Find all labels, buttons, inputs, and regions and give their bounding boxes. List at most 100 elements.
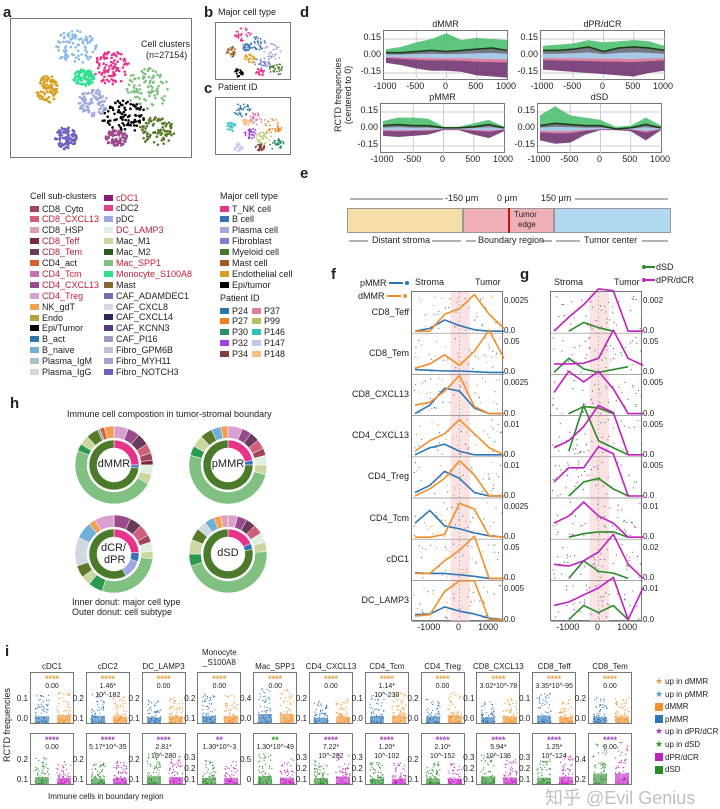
legend-item: Plasma_IgG bbox=[30, 367, 92, 378]
scatter-dot bbox=[624, 528, 626, 531]
scatter-dot bbox=[465, 382, 467, 384]
scatter-dot bbox=[596, 468, 599, 470]
umap-point bbox=[64, 145, 68, 149]
data-point bbox=[68, 703, 70, 705]
x-tick: -500 bbox=[563, 81, 582, 91]
scatter-dot bbox=[588, 337, 590, 339]
umap-point bbox=[84, 82, 87, 86]
umap-point bbox=[89, 75, 92, 78]
data-point bbox=[314, 714, 316, 717]
scatter-dot bbox=[605, 366, 607, 369]
umap-point bbox=[255, 135, 258, 138]
data-point bbox=[117, 706, 120, 708]
series-line-dMMR bbox=[414, 502, 505, 538]
tick-neg-150: -150 μm bbox=[445, 193, 479, 203]
data-point bbox=[102, 764, 104, 766]
umap-point bbox=[127, 119, 130, 122]
data-point bbox=[258, 698, 260, 701]
umap-point bbox=[236, 150, 239, 153]
scatter-dot bbox=[609, 344, 612, 347]
umap-point bbox=[279, 141, 281, 144]
data-point bbox=[35, 769, 38, 771]
data-point bbox=[494, 755, 496, 757]
data-point bbox=[508, 701, 510, 703]
scatter-dot bbox=[601, 565, 603, 567]
scatter-dot bbox=[422, 577, 424, 579]
data-point bbox=[65, 700, 67, 703]
data-point bbox=[265, 763, 267, 765]
data-point bbox=[96, 709, 98, 711]
scatter-dot bbox=[492, 428, 495, 430]
series-line-dMMR bbox=[414, 329, 505, 369]
scatter-dot bbox=[639, 503, 641, 505]
umap-point bbox=[251, 137, 253, 140]
scatter-dot bbox=[600, 576, 602, 578]
scatter-dot bbox=[415, 346, 417, 348]
umap-point bbox=[239, 69, 242, 72]
scatter-dot bbox=[456, 297, 459, 299]
umap-point bbox=[137, 120, 140, 123]
legend-swatch bbox=[220, 238, 229, 245]
data-point bbox=[173, 701, 175, 703]
scatter-dot bbox=[574, 453, 576, 455]
legend-item: Fibro_MYH11 bbox=[104, 356, 171, 367]
umap-point bbox=[247, 122, 249, 125]
significance-stars: **** bbox=[435, 735, 450, 745]
umap-point bbox=[236, 75, 239, 78]
data-point bbox=[267, 706, 269, 709]
umap-point bbox=[149, 91, 152, 95]
umap-point bbox=[116, 60, 120, 64]
umap-point bbox=[262, 71, 264, 74]
y-tick: 0.2 bbox=[295, 694, 307, 703]
data-point bbox=[148, 707, 150, 710]
data-point bbox=[268, 767, 271, 769]
data-point bbox=[378, 695, 380, 697]
scatter-dot bbox=[469, 588, 471, 590]
data-point bbox=[100, 707, 102, 710]
data-point bbox=[211, 772, 213, 774]
scatter-dot bbox=[459, 386, 461, 388]
data-point bbox=[170, 706, 172, 708]
umap-point bbox=[77, 102, 81, 105]
scatter-dot bbox=[580, 474, 583, 476]
legend-swatch bbox=[30, 270, 39, 277]
significance-stars: **** bbox=[156, 674, 171, 684]
data-point bbox=[289, 710, 291, 712]
data-point bbox=[506, 759, 508, 762]
header-tumor: Tumor bbox=[614, 277, 640, 287]
data-point bbox=[436, 707, 438, 709]
umap-point bbox=[139, 92, 143, 95]
scatter-dot bbox=[628, 559, 630, 561]
umap-point bbox=[257, 73, 260, 76]
scatter-dot bbox=[438, 442, 440, 444]
scatter-dot bbox=[447, 484, 449, 487]
data-point bbox=[210, 761, 212, 763]
umap-point bbox=[236, 109, 238, 112]
legend-label: Endothelial cell bbox=[232, 268, 293, 279]
p-value: 1.20* bbox=[378, 744, 395, 751]
data-point bbox=[318, 772, 320, 774]
legend-label: Endo bbox=[42, 312, 64, 323]
data-point bbox=[318, 773, 321, 775]
data-point bbox=[237, 769, 239, 772]
data-point bbox=[179, 762, 181, 764]
scatter-dot bbox=[439, 465, 441, 467]
umap-point bbox=[247, 119, 249, 122]
donut-label: dMMR bbox=[97, 458, 131, 470]
data-point bbox=[438, 704, 440, 706]
umap-point bbox=[59, 34, 63, 37]
data-point bbox=[205, 766, 208, 768]
data-point bbox=[269, 699, 271, 701]
umap-point bbox=[60, 134, 64, 137]
data-point bbox=[95, 714, 97, 716]
umap-point bbox=[87, 109, 91, 112]
scatter-dot bbox=[609, 531, 612, 534]
umap-point bbox=[107, 135, 111, 139]
umap-point bbox=[228, 128, 231, 131]
scatter-dot bbox=[446, 549, 448, 551]
data-point bbox=[122, 706, 124, 708]
legend-swatch bbox=[30, 216, 39, 223]
scatter-dot bbox=[491, 461, 493, 464]
data-point bbox=[157, 766, 159, 769]
data-point bbox=[96, 703, 99, 705]
